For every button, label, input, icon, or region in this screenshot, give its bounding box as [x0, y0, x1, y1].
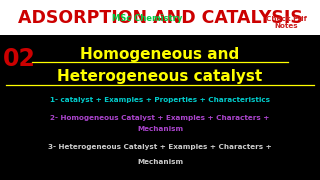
Text: ADSORPTION AND CATALYSIS: ADSORPTION AND CATALYSIS: [18, 8, 302, 27]
Text: PHYSICAL CHEMISTRY: PHYSICAL CHEMISTRY: [94, 28, 200, 37]
Text: 3- Heterogeneous Catalyst + Examples + Characters +: 3- Heterogeneous Catalyst + Examples + C…: [48, 144, 272, 150]
Text: 2- Homogeneous Catalyst + Examples + Characters +: 2- Homogeneous Catalyst + Examples + Cha…: [50, 115, 270, 121]
Text: MSc Chemistry: MSc Chemistry: [112, 14, 182, 23]
Text: Mechanism: Mechanism: [137, 159, 183, 165]
Text: Heterogeneous catalyst: Heterogeneous catalyst: [57, 69, 263, 84]
FancyBboxPatch shape: [0, 0, 320, 35]
Text: Check Pdf
Notes: Check Pdf Notes: [266, 16, 307, 29]
Text: 1- catalyst + Examples + Properties + Characteristics: 1- catalyst + Examples + Properties + Ch…: [50, 97, 270, 103]
Text: Mechanism: Mechanism: [137, 126, 183, 132]
Text: 02: 02: [3, 47, 36, 71]
Text: Homogeneous and: Homogeneous and: [80, 46, 240, 62]
